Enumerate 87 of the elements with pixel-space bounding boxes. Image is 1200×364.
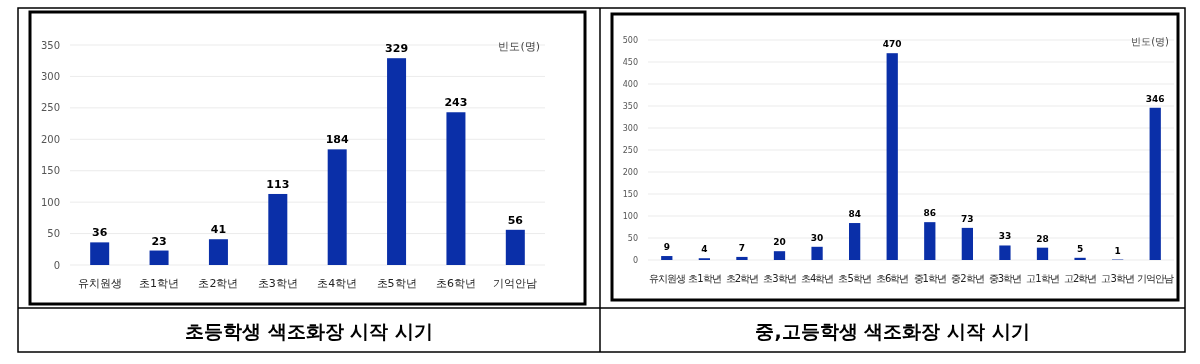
data-label: 346 [1145,93,1165,104]
x-tick-label: 초3학년 [763,273,796,284]
x-tick-label: 유치원생 [648,273,685,284]
bar [90,242,110,265]
data-label: 56 [507,213,524,227]
y-tick-label: 100 [622,211,638,221]
x-tick-label: 중3학년 [988,273,1022,284]
x-tick-label: 초4학년 [317,277,358,290]
x-tick-label: 초5학년 [838,273,871,284]
bar [1074,257,1086,260]
x-tick-label: 초1학년 [688,273,721,284]
x-tick-label: 유치원생 [77,277,122,290]
data-label: 113 [266,177,290,191]
y-tick-label: 300 [40,70,60,82]
x-tick-label: 초1학년 [139,277,180,290]
data-label: 73 [961,213,974,224]
bar [961,227,973,260]
y-tick-label: 250 [40,102,60,114]
data-label: 4 [701,244,708,255]
x-tick-label: 초2학년 [725,273,759,284]
x-tick-label: 고1학년 [1026,273,1059,284]
bar [886,53,898,260]
y-tick-label: 0 [53,259,60,271]
bar [736,256,748,260]
bar [1036,247,1049,260]
x-tick-label: 고3학년 [1101,273,1134,284]
y-tick-label: 400 [622,79,638,89]
bar [208,239,228,265]
data-label: 86 [923,208,937,219]
y-tick-label: 250 [622,145,638,155]
data-label: 36 [92,226,108,240]
text: 초등학생 색조화장 시작 시기 [185,320,433,342]
x-tick-label: 고2학년 [1063,273,1097,284]
x-tick-label: 중2학년 [951,273,984,284]
y-tick-label: 50 [47,228,60,240]
data-label: 20 [773,237,786,248]
x-tick-label: 기억안남 [493,277,538,290]
y-axis-title: 빈도(명) [498,40,540,53]
data-label: 243 [444,96,468,110]
x-tick-label: 초4학년 [800,273,834,284]
bar [268,193,288,265]
y-tick-label: 200 [622,167,638,177]
y-tick-label: 350 [622,101,638,111]
x-tick-label: 초5학년 [376,277,417,290]
y-tick-label: 100 [40,196,60,208]
text: 중,고등학생 색조화장 시작 시기 [755,320,1030,342]
y-tick-label: 150 [40,165,60,177]
x-tick-label: 초2학년 [198,277,239,290]
data-label: 184 [325,133,350,147]
y-tick-label: 300 [622,123,638,133]
bar [149,250,169,265]
bar [446,112,466,265]
y-tick-label: 200 [40,133,60,145]
data-label: 329 [385,42,409,56]
bar [505,229,525,265]
data-label: 470 [882,39,902,50]
data-label: 1 [1114,245,1121,256]
data-label: 7 [738,242,746,253]
x-tick-label: 초3학년 [257,277,298,290]
bar [387,58,407,265]
data-label: 9 [663,242,670,253]
y-axis-title: 빈도(명) [1131,36,1170,47]
data-label: 84 [848,209,861,220]
bar [849,223,861,260]
x-tick-label: 중1학년 [913,273,946,284]
data-label: 30 [810,232,824,243]
y-tick-label: 50 [627,233,638,243]
x-tick-label: 초6학년 [876,273,909,284]
bar [1149,107,1161,260]
data-label: 33 [998,231,1012,242]
bar [811,246,823,260]
bar [327,149,347,265]
y-tick-label: 450 [622,57,638,67]
data-label: 41 [210,223,227,237]
y-tick-label: 150 [622,189,638,199]
data-label: 28 [1036,233,1049,244]
bar [773,251,786,260]
bar [999,245,1011,260]
data-label: 5 [1076,243,1084,254]
data-label: 23 [151,234,167,248]
bar [661,256,673,260]
bar [924,222,936,260]
x-tick-label: 기억안남 [1137,273,1175,284]
y-tick-label: 350 [40,39,60,51]
y-tick-label: 0 [632,255,638,265]
x-tick-label: 초6학년 [435,277,476,290]
y-tick-label: 500 [622,35,638,45]
